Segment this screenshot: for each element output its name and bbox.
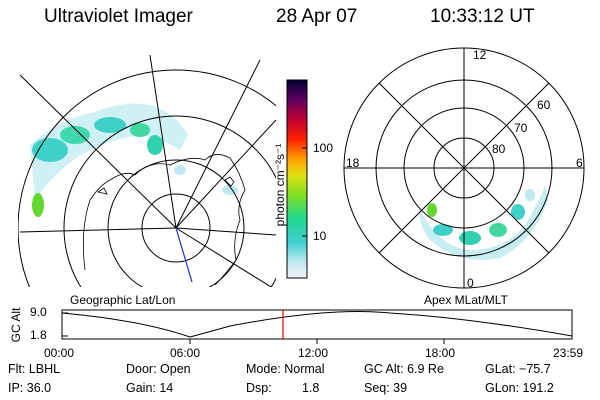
colorbar <box>286 79 308 279</box>
coastline <box>82 154 246 286</box>
info-glat: GLat: −75.7 <box>485 362 551 376</box>
mlt-label-6: 6 <box>576 156 583 170</box>
altitude-ylabel: GC Alt <box>9 307 23 343</box>
altitude-plot <box>61 309 573 344</box>
apex-label: Apex MLat/MLT <box>424 293 508 307</box>
xtick-1200: 12:00 <box>298 346 329 360</box>
colorbar-tick-10: 10 <box>313 229 327 243</box>
xtick-0600: 06:00 <box>170 346 201 360</box>
latitude-grid <box>18 69 276 287</box>
info-mode: Mode: Normal <box>246 362 325 376</box>
aurora-emission-geographic <box>30 103 238 217</box>
info-door: Door: Open <box>126 362 191 376</box>
info-gc-alt: GC Alt: 6.9 Re <box>364 362 444 376</box>
xtick-0000: 00:00 <box>44 346 75 360</box>
geographic-label: Geographic Lat/Lon <box>70 293 176 307</box>
mlt-label-12: 12 <box>473 48 487 62</box>
mlt-label-18: 18 <box>346 156 360 170</box>
instrument-title: Ultraviolet Imager <box>44 6 193 27</box>
altitude-curve <box>61 311 573 338</box>
date-label: 28 Apr 07 <box>276 6 358 27</box>
longitude-grid <box>19 55 276 287</box>
altitude-ytick-1.8: 1.8 <box>30 328 47 342</box>
mlat-label-70: 70 <box>514 121 528 135</box>
time-label: 10:33:12 UT <box>430 6 535 27</box>
info-dsp-label: Dsp: <box>246 381 272 395</box>
xtick-2359: 23:59 <box>553 346 584 360</box>
mlat-label-60: 60 <box>537 98 551 112</box>
info-ip: IP: 36.0 <box>8 381 52 395</box>
altitude-ytick-9: 9.0 <box>30 305 47 319</box>
mlt-label-0: 0 <box>467 276 474 290</box>
mlat-label-80: 80 <box>492 142 506 156</box>
colorbar-tick-100: 100 <box>313 141 334 155</box>
xtick-1800: 18:00 <box>425 346 456 360</box>
info-flt: Flt: LBHL <box>8 362 61 376</box>
geographic-map <box>18 55 276 287</box>
info-glon: GLon: 191.2 <box>485 381 554 395</box>
info-dsp-value: 1.8 <box>302 381 320 395</box>
info-gain: Gain: 14 <box>126 381 174 395</box>
info-seq: Seq: 39 <box>364 381 408 395</box>
polar-plot <box>343 47 585 289</box>
colorbar-unit-label: photon cm⁻²s⁻¹ <box>273 143 287 227</box>
